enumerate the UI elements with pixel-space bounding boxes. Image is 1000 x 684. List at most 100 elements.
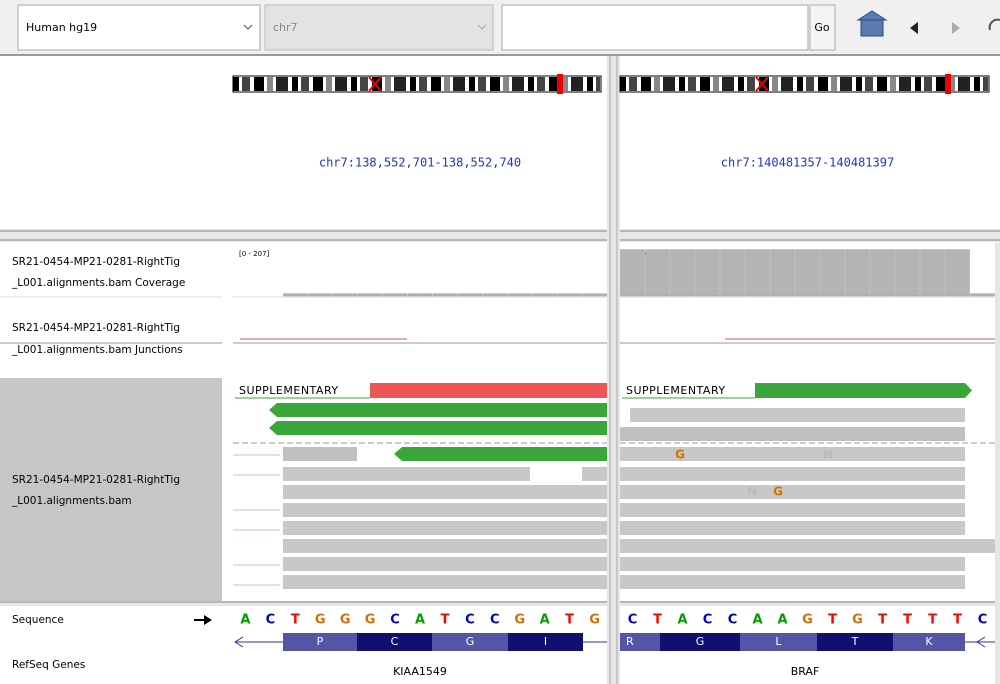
gene-arrow — [234, 636, 244, 648]
selected-track-name — [0, 378, 222, 602]
ideogram-band — [654, 77, 660, 91]
locus-label: chr7:138,552,701-138,552,740 — [319, 156, 521, 170]
divider — [0, 601, 1000, 606]
ideogram-band — [685, 77, 688, 91]
coverage-bar — [357, 293, 383, 297]
back-icon[interactable] — [910, 22, 918, 34]
refresh-icon[interactable] — [988, 18, 1000, 31]
ideogram-band — [351, 77, 357, 91]
ideogram-band — [528, 77, 534, 91]
read — [620, 539, 995, 553]
track-name: _L001.alignments.bam Coverage — [11, 277, 185, 289]
base: A — [752, 613, 762, 628]
base: A — [677, 613, 687, 628]
ideogram-band — [852, 77, 856, 91]
ideogram-band — [503, 77, 509, 91]
coverage-bar — [895, 249, 920, 297]
ideogram-band — [583, 77, 587, 91]
ideogram-band — [629, 77, 637, 91]
coverage-bar — [332, 293, 358, 297]
track-name: _L001.alignments.bam — [11, 495, 132, 507]
read — [402, 447, 607, 461]
read — [283, 485, 607, 499]
ideogram-band — [803, 77, 806, 91]
amino-acid-label: G — [466, 635, 475, 648]
locus-marker — [945, 74, 951, 94]
read — [755, 383, 965, 398]
amino-acid — [817, 633, 893, 651]
ideogram-band — [970, 77, 974, 91]
read — [277, 421, 607, 435]
dropdown-arrow — [477, 24, 487, 30]
coverage-bar — [645, 249, 670, 297]
track-name: SR21-0454-MP21-0281-RightTig — [12, 322, 180, 334]
amino-acid — [283, 633, 357, 651]
forward-icon[interactable] — [952, 22, 960, 34]
ideogram-band — [273, 77, 276, 91]
locus-input[interactable] — [501, 4, 809, 51]
ideogram-band — [890, 77, 896, 91]
read — [283, 575, 607, 589]
read-arrow — [269, 421, 277, 435]
coverage-bar — [457, 293, 483, 297]
ideogram-band — [537, 77, 545, 91]
read — [582, 467, 607, 481]
ideogram-band — [911, 77, 915, 91]
base: A — [777, 613, 787, 628]
ideogram-band — [887, 77, 890, 91]
ideogram-band — [360, 77, 368, 91]
genome-dropdown[interactable] — [17, 4, 261, 51]
coverage-bar — [795, 249, 820, 297]
track-name: RefSeq Genes — [12, 659, 85, 671]
ideogram-band — [983, 77, 988, 91]
base: T — [653, 613, 662, 628]
genome-label: Human hg19 — [26, 21, 97, 34]
read — [620, 557, 965, 571]
amino-acid — [893, 633, 965, 651]
gene-name: BRAF — [791, 665, 820, 678]
ideogram-band — [769, 77, 772, 91]
ideogram-band — [722, 77, 734, 91]
ideogram-band — [568, 77, 571, 91]
base: C — [465, 613, 475, 628]
ideogram-band — [465, 77, 469, 91]
ideogram-band — [700, 77, 710, 91]
ideogram-band — [877, 77, 887, 91]
base: T — [565, 613, 574, 628]
ideogram-band — [419, 77, 427, 91]
read-arrow — [394, 447, 402, 461]
ideogram-band — [755, 77, 759, 91]
ideogram-band — [587, 77, 593, 91]
track-name: Sequence — [12, 614, 64, 626]
strand-arrow[interactable] — [194, 615, 212, 625]
coverage-bar — [970, 293, 995, 297]
base: C — [728, 613, 738, 628]
ideogram-band — [288, 77, 292, 91]
ideogram-band — [713, 77, 719, 91]
coverage-bar — [695, 249, 720, 297]
read — [283, 557, 607, 571]
ideogram-band — [831, 77, 837, 91]
coverage-bar — [532, 293, 557, 297]
coverage-bar — [482, 293, 508, 297]
coverage-bar — [770, 249, 795, 297]
coverage-bar — [308, 293, 333, 297]
read — [283, 467, 530, 481]
ideogram-band — [719, 77, 722, 91]
home-icon[interactable] — [856, 10, 888, 37]
base: A — [540, 613, 550, 628]
locus-label: chr7:140481357-140481397 — [721, 156, 894, 170]
go-button[interactable] — [809, 4, 836, 51]
read — [277, 403, 607, 417]
ideogram-band — [391, 77, 394, 91]
ideogram-band — [478, 77, 486, 91]
ideogram-band — [372, 77, 382, 91]
ideogram-band — [856, 77, 862, 91]
coverage-bar — [283, 293, 308, 297]
ideogram-band — [626, 77, 629, 91]
coverage-bar — [820, 249, 845, 297]
ideogram-band — [679, 77, 685, 91]
ideogram-band — [974, 77, 980, 91]
chromosome-dropdown[interactable] — [264, 4, 494, 51]
gene-name: KIAA1549 — [393, 665, 447, 678]
